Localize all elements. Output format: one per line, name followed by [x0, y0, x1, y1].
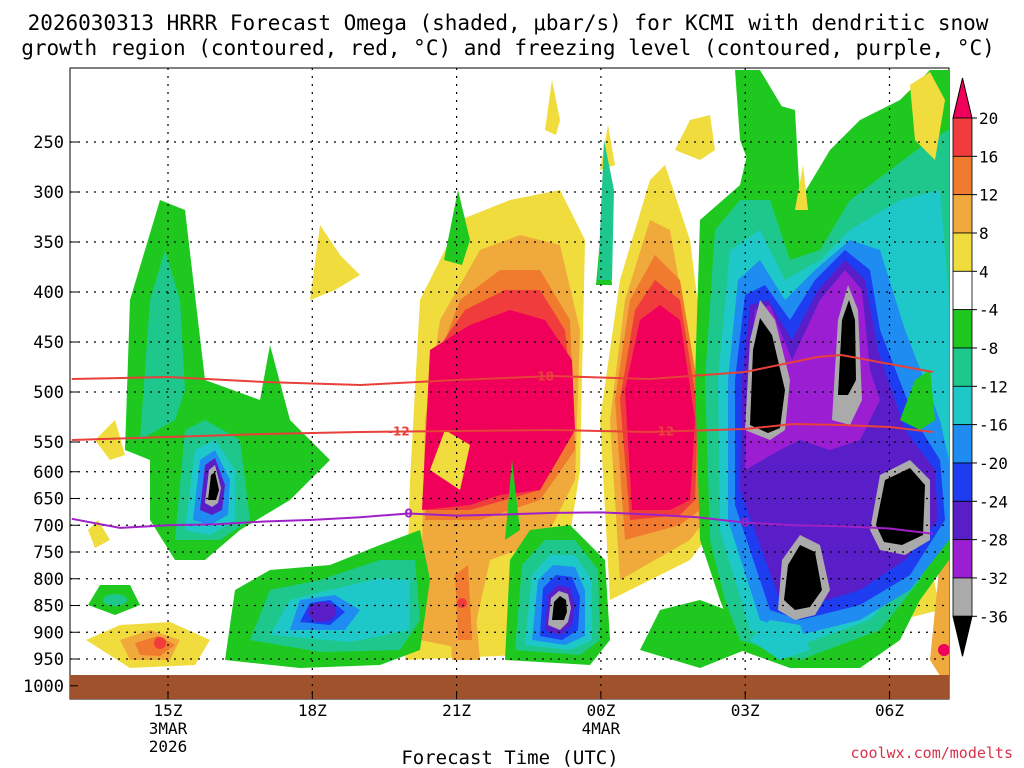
pressure-axis: 250 300 350 400 450 500 550 600 650 700 750 800 850 9… — [23, 133, 78, 697]
y-tick-label-900: 900 — [33, 623, 64, 643]
x-tick-label-03Z-line1: 03Z — [731, 701, 760, 720]
colorbar-label-13: -36 — [979, 607, 1008, 626]
colorbar-swatch-5 — [952, 270, 973, 311]
y-tick-label-750: 750 — [33, 543, 64, 563]
colorbar-swatch-6 — [952, 309, 973, 349]
colorbar-label-9: -20 — [979, 454, 1008, 473]
y-tick-label-500: 500 — [33, 383, 64, 403]
colorbar-label-0: 20 — [979, 109, 998, 128]
colorbar-label-10: -24 — [979, 492, 1008, 511]
colorbar-swatch-4 — [952, 232, 973, 272]
y-tick-label-1000: 1000 — [23, 677, 64, 697]
colorbar-swatch-12 — [952, 539, 973, 579]
ground-surface — [70, 675, 949, 699]
contour-label-0-1: 0 — [741, 516, 749, 530]
x-tick-label-00Z-line2: 4MAR — [582, 719, 621, 738]
y-tick-label-300: 300 — [33, 183, 64, 203]
y-tick-label-400: 400 — [33, 283, 64, 303]
contour-label--18-0: -18 — [532, 369, 554, 383]
colorbar-label-8: -16 — [979, 416, 1008, 435]
chart-title-line-2: growth region (contoured, red, °C) and f… — [21, 36, 995, 60]
colorbar-swatch-9 — [952, 424, 973, 464]
ascent-region-east — [695, 70, 949, 668]
contour-line--18 — [71, 353, 933, 387]
contour-label-0-0: 0 — [404, 506, 412, 520]
colorbar-top-arrow — [952, 77, 973, 119]
y-tick-label-550: 550 — [33, 433, 64, 453]
colorbar: 20 16 12 8 4 -4 -8 -12 -16 -20 -24 -28 -32 -36 — [952, 77, 1008, 657]
y-tick-label-250: 250 — [33, 133, 64, 153]
chart-title-line-1: 2026030313 HRRR Forecast Omega (shaded, … — [28, 11, 989, 35]
colorbar-label-2: 12 — [979, 186, 998, 205]
colorbar-swatch-3 — [952, 194, 973, 234]
colorbar-label-5: -4 — [979, 301, 998, 320]
x-tick-label-00Z-line1: 00Z — [586, 701, 615, 720]
y-tick-label-850: 850 — [33, 597, 64, 617]
temperature-contours: -18 -12 -12 0 0 — [71, 353, 933, 535]
credit-text: coolwx.com/modelts — [850, 744, 1013, 762]
x-axis-label: Forecast Time (UTC) — [401, 747, 618, 768]
colorbar-label-7: -12 — [979, 377, 1008, 396]
contour-line--12 — [71, 422, 933, 441]
y-tick-label-950: 950 — [33, 650, 64, 670]
y-tick-label-600: 600 — [33, 463, 64, 483]
omega-shading — [70, 70, 949, 699]
x-tick-label-21Z-line1: 21Z — [442, 701, 471, 720]
colorbar-label-4: 4 — [979, 262, 989, 281]
contour-line-0 — [71, 511, 933, 535]
pressure-gridlines — [70, 68, 949, 699]
colorbar-bottom-arrow — [952, 615, 973, 657]
contour-label--12-1: -12 — [653, 425, 675, 439]
y-tick-label-450: 450 — [33, 333, 64, 353]
colorbar-label-6: -8 — [979, 339, 998, 358]
y-tick-label-800: 800 — [33, 570, 64, 590]
y-tick-label-650: 650 — [33, 490, 64, 510]
x-tick-label-18Z-line1: 18Z — [298, 701, 327, 720]
x-tick-label-15Z-line2: 3MAR — [149, 719, 188, 738]
colorbar-swatch-1 — [952, 117, 973, 157]
x-tick-label-15Z-line1: 15Z — [154, 701, 183, 720]
colorbar-swatch-7 — [952, 347, 973, 387]
colorbar-swatch-10 — [952, 462, 973, 502]
colorbar-label-1: 16 — [979, 147, 998, 166]
colorbar-label-3: 8 — [979, 224, 989, 243]
y-tick-label-350: 350 — [33, 233, 64, 253]
subsidence-region-01z — [600, 165, 720, 600]
colorbar-swatch-11 — [952, 500, 973, 541]
colorbar-swatch-13 — [952, 577, 973, 617]
x-tick-label-15Z-line3: 2026 — [149, 737, 188, 756]
x-tick-label-06Z-line1: 06Z — [875, 701, 904, 720]
y-tick-label-700: 700 — [33, 516, 64, 536]
colorbar-swatch-2 — [952, 155, 973, 196]
colorbar-swatch-8 — [952, 385, 973, 426]
colorbar-label-11: -28 — [979, 531, 1008, 550]
colorbar-label-12: -32 — [979, 569, 1008, 588]
contour-label--12-0: -12 — [388, 425, 410, 439]
